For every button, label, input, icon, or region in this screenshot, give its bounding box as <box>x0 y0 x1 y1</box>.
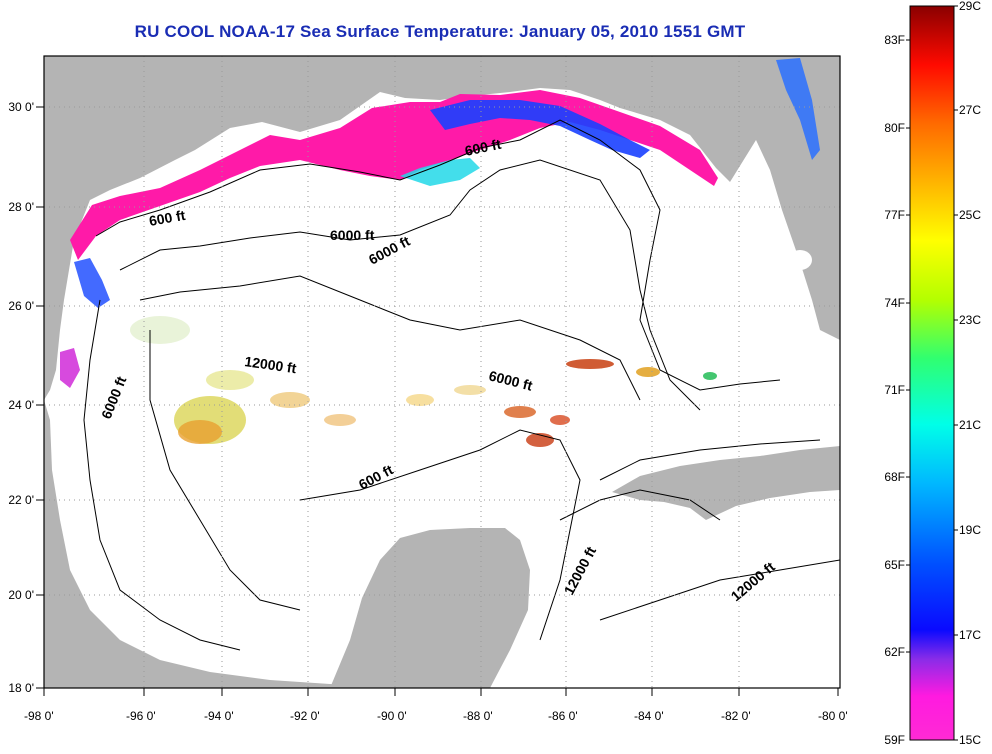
fahrenheit-label: 80F <box>884 121 905 135</box>
graticule <box>44 56 840 688</box>
celsius-label: 19C <box>959 523 981 537</box>
fahrenheit-label: 74F <box>884 296 905 310</box>
lat-label: 20 0' <box>8 588 34 602</box>
sst-cyan-patch-central <box>400 158 480 186</box>
sst-cold-band-north <box>70 90 718 260</box>
celsius-label: 21C <box>959 418 981 432</box>
sst-blue-patch-central <box>430 100 650 158</box>
map-border <box>43 55 841 689</box>
lat-label: 28 0' <box>8 200 34 214</box>
lon-label: -80 0' <box>818 709 848 723</box>
contour-label: 6000 ft <box>330 227 375 243</box>
lon-label: -94 0' <box>204 709 234 723</box>
fahrenheit-label: 68F <box>884 470 905 484</box>
celsius-label: 15C <box>959 733 981 747</box>
sst-blue-patch-east <box>776 58 820 160</box>
celsius-label: 17C <box>959 628 981 642</box>
fahrenheit-label: 71F <box>884 383 905 397</box>
contour-600ft-yucatan <box>299 429 581 641</box>
celsius-label: 25C <box>959 208 981 222</box>
axis-ticks <box>36 106 839 696</box>
lon-label: -84 0' <box>634 709 664 723</box>
lon-label: -92 0' <box>290 709 320 723</box>
colorbar-fahrenheit-labels: 83F 80F 77F 74F 71F 68F 65F 62F 59F <box>884 33 905 747</box>
contour-caribbean-south <box>599 559 840 621</box>
celsius-label: 29C <box>959 0 981 13</box>
contour-yucatan-channel <box>559 489 721 521</box>
fahrenheit-label: 59F <box>884 733 905 747</box>
lon-axis-labels: -98 0' -96 0' -94 0' -92 0' -90 0' -88 0… <box>24 709 848 723</box>
sst-blue-patch-west <box>74 258 110 308</box>
colorbar-gradient <box>909 5 955 741</box>
fahrenheit-label: 83F <box>884 33 905 47</box>
mexico-west-coast-land <box>44 400 380 688</box>
contour-label: 600 ft <box>463 136 502 159</box>
contour-inner-basin <box>149 330 301 611</box>
contour-6000ft <box>119 159 701 411</box>
fahrenheit-label: 65F <box>884 558 905 572</box>
lat-axis-labels: 18 0' 20 0' 22 0' 24 0' 26 0' 28 0' 30 0… <box>8 100 34 695</box>
contour-6000ft-west <box>83 299 241 651</box>
lon-label: -98 0' <box>24 709 54 723</box>
contour-label: 600 ft <box>148 207 187 229</box>
colorbar-celsius-labels: 29C 27C 25C 23C 21C 19C 17C 15C <box>959 0 981 747</box>
lon-label: -96 0' <box>126 709 156 723</box>
lat-label: 22 0' <box>8 493 34 507</box>
lat-label: 24 0' <box>8 398 34 412</box>
map-title: RU COOL NOAA-17 Sea Surface Temperature:… <box>134 22 746 41</box>
lon-label: -88 0' <box>463 709 493 723</box>
contour-600ft <box>95 119 781 391</box>
sst-magenta-patch-southwest <box>60 348 80 388</box>
celsius-label: 27C <box>959 103 981 117</box>
sst-colorbar: 83F 80F 77F 74F 71F 68F 65F 62F 59F 29C … <box>884 0 981 747</box>
contour-12000ft <box>139 275 641 401</box>
lake-okeechobee <box>788 250 812 270</box>
fahrenheit-label: 77F <box>884 208 905 222</box>
lat-label: 18 0' <box>8 681 34 695</box>
us-gulf-coast-land <box>44 56 840 400</box>
lat-label: 30 0' <box>8 100 34 114</box>
yucatan-peninsula-land <box>330 528 530 688</box>
lon-label: -90 0' <box>377 709 407 723</box>
lon-label: -86 0' <box>548 709 578 723</box>
lon-label: -82 0' <box>721 709 751 723</box>
lat-label: 26 0' <box>8 299 34 313</box>
celsius-label: 23C <box>959 313 981 327</box>
bathymetry-contours <box>83 119 840 651</box>
cuba-land <box>612 446 840 520</box>
fahrenheit-label: 62F <box>884 645 905 659</box>
sst-warm-pixels <box>130 316 717 447</box>
contour-12000ft-caribbean <box>599 439 821 481</box>
contour-label: 12000 ft <box>244 353 298 376</box>
